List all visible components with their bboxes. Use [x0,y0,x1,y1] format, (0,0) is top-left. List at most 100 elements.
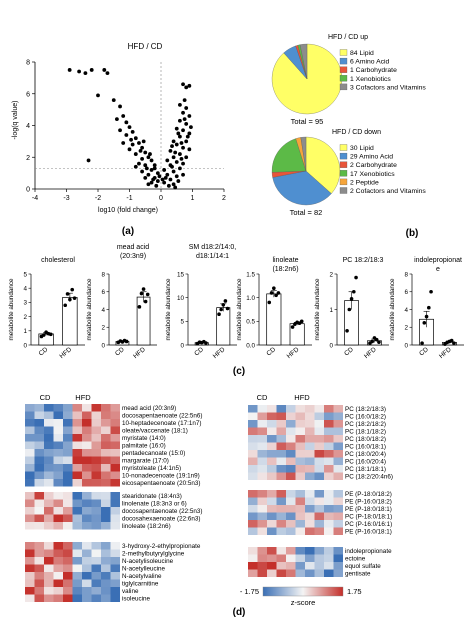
volcano-y-tick-label: 2 [26,155,30,162]
heatmap-row-label: docosapentaenoate (22:5n6) [122,413,203,420]
heatmap-cell [63,499,73,507]
heatmap-cell [82,426,92,434]
heatmap-cell [110,441,120,449]
bar-y-tick-label: 5 [23,271,27,278]
heatmap-cell [63,594,73,602]
heatmap-cell [314,442,324,450]
heatmap-cell [324,420,334,428]
bar-chart-title: SM d18:2/14:0, [189,244,237,251]
volcano-point [124,120,129,125]
heatmap-cell [333,435,343,443]
heatmap-cell [295,420,305,428]
heatmap-cell [72,471,82,479]
heatmap-cell [82,411,92,419]
heatmap-cell [110,522,120,530]
heatmap-row-label: indolepropionate [345,548,392,555]
heatmap-cell [63,587,73,595]
heatmap-cell [91,456,101,464]
heatmap-row-label: PC (18:2/20:4n6) [345,474,393,481]
bar-chart: PC 18:2/18:3 0 1 2 metabolite abundance CD HFD [314,257,389,360]
heatmap-cell [101,471,111,479]
bar-y-label: metabolite abundance [165,278,172,340]
heatmap-cell [25,587,35,595]
heatmap-cell [248,547,258,555]
heatmap-cell [101,464,111,472]
heatmap-cell [276,527,286,535]
heatmap-cell [314,435,324,443]
heatmap-cell [101,419,111,427]
heatmap-cell [63,507,73,515]
heatmap-cell [82,434,92,442]
heatmap-cell [267,527,277,535]
heatmap-cell [82,499,92,507]
bar-y-tick-label: 1 [329,307,333,314]
heatmap-cell [314,465,324,473]
heatmap-cell [305,412,315,420]
heatmap-row-label: myristate (14:0) [122,435,166,442]
volcano-ylabel: -log(q value) [12,101,19,140]
heatmap-cell [110,514,120,522]
panel-label-c: (c) [233,366,245,377]
bar-point [267,300,272,305]
heatmap-cell [91,507,101,515]
pie-slice [305,136,341,194]
volcano-point [105,71,110,76]
heatmap-cell [333,569,343,577]
heatmap-cell [276,457,286,465]
heatmap-cell [333,472,343,480]
volcano-point [141,139,146,144]
heatmap-cell [72,542,82,550]
bar-point [374,337,379,342]
volcano-point [171,155,176,160]
heatmap-cell [257,420,267,428]
heatmap-cell [286,427,296,435]
heatmap-cell [34,464,44,472]
heatmap-cell [276,472,286,480]
heatmap-cell [248,569,258,577]
bar-y-tick-label: 2 [23,314,27,321]
volcano-point [152,163,157,168]
volcano-point [83,71,88,76]
heatmap-cell [72,464,82,472]
heatmap-cell [44,542,54,550]
volcano-point [162,180,167,185]
heatmap-cell [110,411,120,419]
heatmap-cell [110,419,120,427]
legend-swatch [339,83,348,91]
bar-point [274,293,278,298]
heatmap-cell [34,579,44,587]
heatmap-cell [82,564,92,572]
heatmap-cell [63,564,73,572]
heatmap-cell [257,512,267,520]
heatmap-cell [53,587,63,595]
heatmap-cell [324,457,334,465]
bar-point [204,341,208,345]
heatmap-cell [25,564,35,572]
heatmap-cell [276,405,286,413]
heatmap-cell [44,471,54,479]
heatmap-cell [276,562,286,570]
bar-point [145,292,150,297]
heatmap-cell [72,419,82,427]
volcano-point [181,110,185,115]
volcano-point [137,161,141,166]
heatmap-cell [257,405,267,413]
bar-chart: mead acid (20:3n9) 0 2 4 6 8 metabolite abundan… [86,244,157,360]
heatmap-cell [295,497,305,505]
heatmap-cell [314,505,324,513]
bar-chart-title: cholesterol [41,257,75,264]
heatmap-cell [44,456,54,464]
volcano-x-tick-label: -1 [126,195,132,202]
heatmap-cell [63,514,73,522]
volcano-point [184,122,189,126]
heatmap-cell [333,512,343,520]
heatmap-cell [257,442,267,450]
bar-point [70,287,75,292]
heatmap-cell [286,547,296,555]
heatmap-cell [53,441,63,449]
heatmap-cell [267,442,277,450]
volcano-point [149,180,154,185]
bar-category-label: CD [38,346,50,358]
heatmap-cell [63,404,73,412]
